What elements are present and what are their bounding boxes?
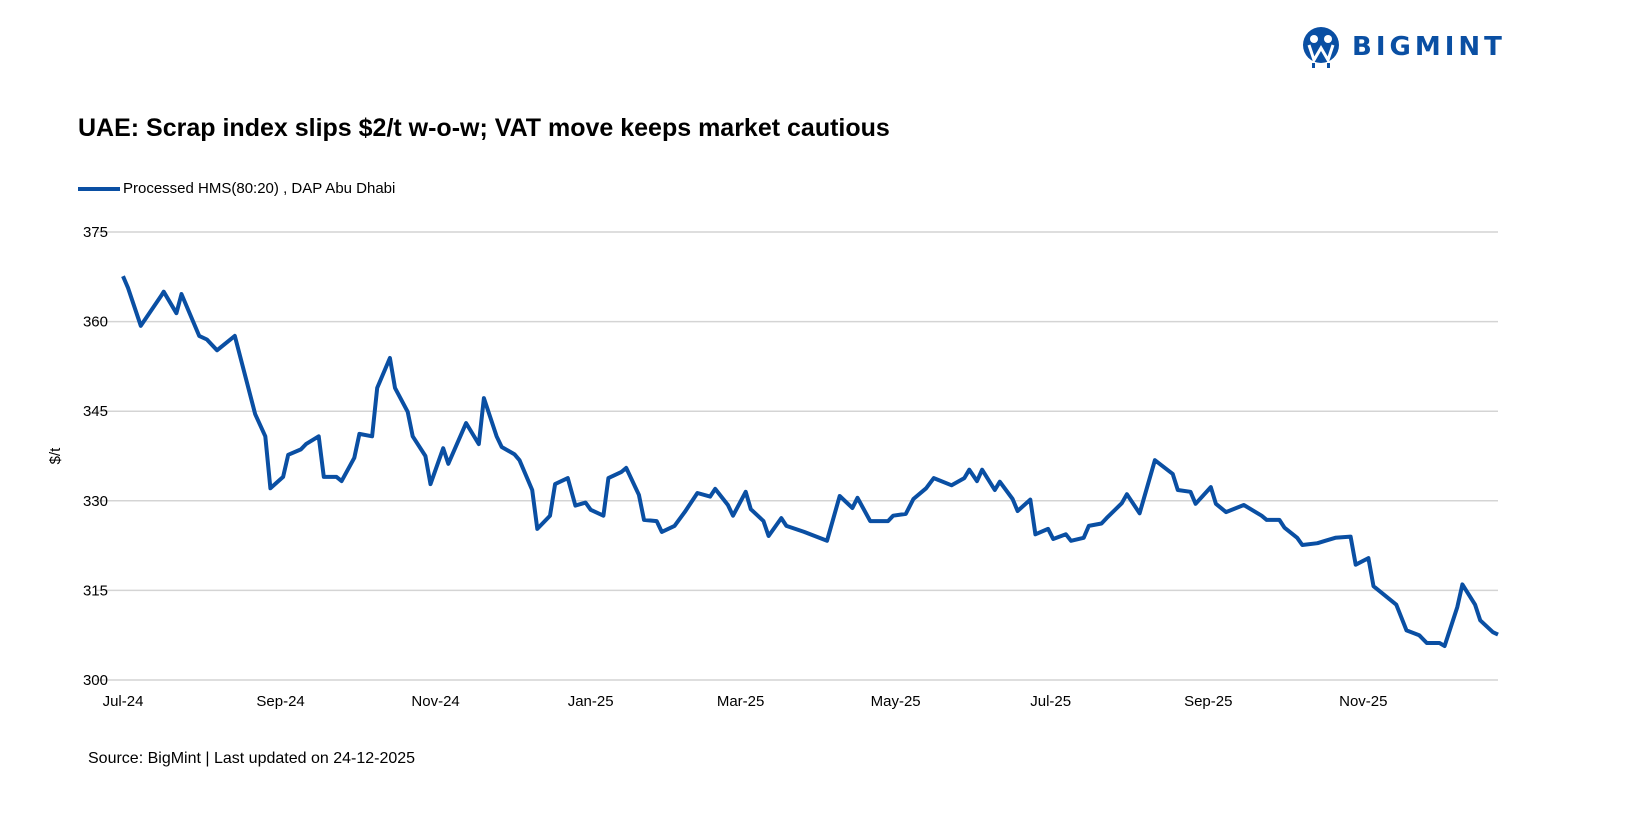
source-note: Source: BigMint | Last updated on 24-12-…	[88, 750, 416, 767]
y-tick-label: 345	[83, 403, 108, 420]
y-tick-label: 315	[83, 582, 108, 599]
x-tick-label: Mar-25	[717, 693, 765, 710]
legend-swatch	[78, 186, 120, 191]
x-tick-label: May-25	[871, 693, 921, 710]
y-tick-label: 360	[83, 314, 108, 331]
chart-title: UAE: Scrap index slips $2/t w-o-w; VAT m…	[78, 114, 890, 142]
y-tick-label: 300	[83, 672, 108, 689]
x-tick-label: Jul-24	[103, 693, 144, 710]
x-tick-label: Nov-24	[411, 693, 459, 710]
y-tick-label: 330	[83, 493, 108, 510]
x-tick-label: Jul-25	[1030, 693, 1071, 710]
bigmint-logo-icon	[1303, 27, 1339, 68]
legend: Processed HMS(80:20) , DAP Abu Dhabi	[78, 180, 395, 197]
bigmint-logo-text: BIGMINT	[1352, 32, 1506, 62]
legend-label: Processed HMS(80:20) , DAP Abu Dhabi	[123, 180, 396, 197]
bigmint-logo: BIGMINT	[1300, 26, 1506, 68]
x-tick-label: Jan-25	[568, 693, 614, 710]
y-tick-label: 375	[83, 224, 108, 241]
x-tick-label: Sep-25	[1184, 693, 1232, 710]
series-line	[121, 275, 1499, 648]
x-tick-label: Sep-24	[256, 693, 304, 710]
y-axis-label: $/t	[47, 447, 64, 465]
x-tick-label: Nov-25	[1339, 693, 1387, 710]
